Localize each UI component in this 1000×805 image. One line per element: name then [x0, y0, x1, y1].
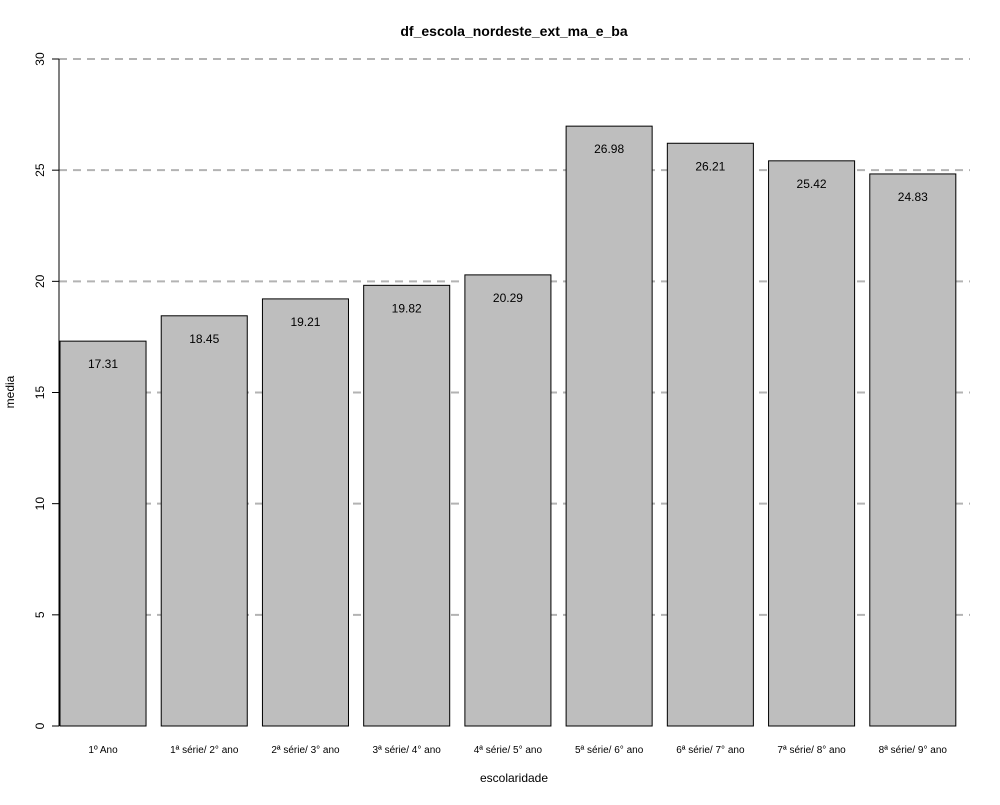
x-tick-label: 1ª série/ 2° ano — [170, 745, 239, 756]
x-ticks: 1º Ano 1ª série/ 2° ano 2ª série/ 3° ano 3ª… — [88, 745, 947, 756]
data-label: 19.82 — [392, 301, 422, 315]
x-tick-label: 6ª série/ 7° ano — [676, 745, 745, 756]
y-tick-label: 20 — [33, 274, 47, 288]
x-tick-label: 3ª série/ 4° ano — [373, 745, 442, 756]
bar — [160, 315, 248, 727]
data-labels: 17.31 18.45 19.21 19.82 20.29 26.98 26.21 25.42… — [88, 142, 928, 371]
bar — [666, 142, 754, 727]
y-ticks: 0 5 10 15 20 25 30 — [33, 52, 59, 729]
data-label: 26.21 — [695, 159, 725, 173]
x-tick-label: 5ª série/ 6° ano — [575, 745, 644, 756]
data-label: 24.83 — [898, 190, 928, 204]
bar — [464, 274, 552, 727]
data-label: 26.98 — [594, 142, 624, 156]
bar — [363, 284, 451, 727]
y-tick-label: 5 — [33, 611, 47, 618]
bars — [59, 125, 957, 727]
y-tick-label: 10 — [33, 497, 47, 511]
y-axis-label: media — [3, 375, 17, 408]
y-tick-label: 15 — [33, 386, 47, 400]
bar — [869, 173, 957, 727]
data-label: 20.29 — [493, 291, 523, 305]
data-label: 18.45 — [189, 332, 219, 346]
y-tick-label: 25 — [33, 163, 47, 177]
x-tick-label: 8ª série/ 9° ano — [879, 745, 948, 756]
x-tick-label: 1º Ano — [88, 745, 118, 756]
y-tick-label: 0 — [33, 722, 47, 729]
bar — [261, 298, 349, 727]
data-label: 17.31 — [88, 357, 118, 371]
x-tick-label: 7ª série/ 8° ano — [777, 745, 846, 756]
x-tick-label: 2ª série/ 3° ano — [271, 745, 340, 756]
data-label: 25.42 — [797, 177, 827, 191]
y-tick-label: 30 — [33, 52, 47, 66]
bar — [768, 160, 856, 727]
x-tick-label: 4ª série/ 5° ano — [474, 745, 543, 756]
data-label: 19.21 — [290, 315, 320, 329]
chart-title: df_escola_nordeste_ext_ma_e_ba — [400, 23, 627, 39]
bar — [565, 125, 653, 727]
x-axis-label: escolaridade — [480, 771, 548, 785]
bar — [59, 340, 147, 727]
